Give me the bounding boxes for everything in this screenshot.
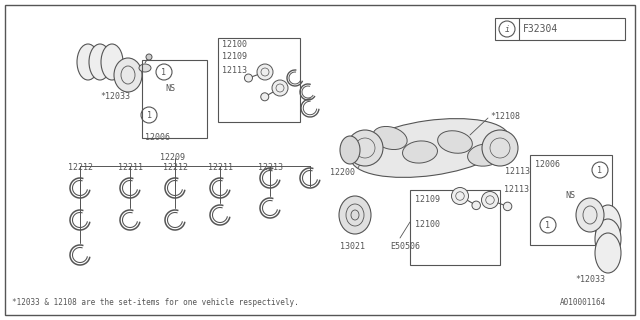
- Text: A010001164: A010001164: [560, 298, 606, 307]
- Bar: [530, 155, 612, 245]
- Text: *12033: *12033: [575, 275, 605, 284]
- Ellipse shape: [595, 205, 621, 245]
- Circle shape: [257, 64, 273, 80]
- Circle shape: [146, 54, 152, 60]
- Circle shape: [503, 202, 512, 211]
- Ellipse shape: [101, 44, 123, 80]
- Text: *12033 & 12108 are the set-items for one vehicle respectively.: *12033 & 12108 are the set-items for one…: [12, 298, 299, 307]
- Text: 12212: 12212: [68, 163, 93, 172]
- Ellipse shape: [576, 198, 604, 232]
- Text: 12100: 12100: [222, 40, 247, 49]
- Bar: [495, 18, 625, 40]
- Text: 12200: 12200: [330, 168, 355, 177]
- Circle shape: [472, 201, 481, 210]
- Circle shape: [272, 80, 288, 96]
- Text: 12211: 12211: [208, 163, 233, 172]
- Circle shape: [260, 93, 269, 101]
- Ellipse shape: [351, 210, 359, 220]
- Text: i: i: [504, 25, 509, 34]
- Text: 1: 1: [545, 220, 550, 229]
- Text: 12006: 12006: [535, 160, 560, 169]
- Ellipse shape: [438, 131, 472, 153]
- Ellipse shape: [340, 136, 360, 164]
- Text: 12006: 12006: [145, 133, 170, 142]
- Ellipse shape: [339, 196, 371, 234]
- Circle shape: [482, 130, 518, 166]
- Ellipse shape: [595, 219, 621, 259]
- Text: 1: 1: [598, 165, 602, 174]
- Text: 12211: 12211: [118, 163, 143, 172]
- Text: 12113: 12113: [504, 185, 529, 194]
- Ellipse shape: [89, 44, 111, 80]
- Ellipse shape: [595, 233, 621, 273]
- Text: 12213: 12213: [258, 163, 283, 172]
- Ellipse shape: [351, 119, 509, 177]
- Text: E50506: E50506: [390, 242, 420, 251]
- Ellipse shape: [403, 141, 438, 163]
- Text: 12109: 12109: [222, 52, 247, 61]
- Bar: [410, 190, 500, 265]
- Text: NS: NS: [565, 190, 575, 199]
- Text: NS: NS: [165, 84, 175, 92]
- Circle shape: [347, 130, 383, 166]
- Ellipse shape: [139, 64, 151, 72]
- Text: F32304: F32304: [523, 24, 558, 34]
- Text: *12108: *12108: [490, 112, 520, 121]
- Ellipse shape: [373, 126, 407, 149]
- Ellipse shape: [468, 144, 502, 166]
- Text: 12212: 12212: [163, 163, 188, 172]
- Text: 13021: 13021: [340, 242, 365, 251]
- Ellipse shape: [77, 44, 99, 80]
- Circle shape: [481, 191, 499, 209]
- Text: 12209: 12209: [160, 153, 185, 162]
- Text: 12100: 12100: [415, 220, 440, 229]
- Ellipse shape: [114, 58, 142, 92]
- Text: 12113: 12113: [222, 66, 247, 75]
- Circle shape: [244, 74, 252, 82]
- Text: 12113: 12113: [505, 167, 530, 176]
- Text: *12033: *12033: [100, 92, 130, 101]
- Text: 1: 1: [147, 110, 152, 119]
- Text: 1: 1: [161, 68, 166, 76]
- Bar: [142, 60, 207, 138]
- Bar: [218, 38, 300, 122]
- Text: 12109: 12109: [415, 195, 440, 204]
- Circle shape: [451, 188, 468, 204]
